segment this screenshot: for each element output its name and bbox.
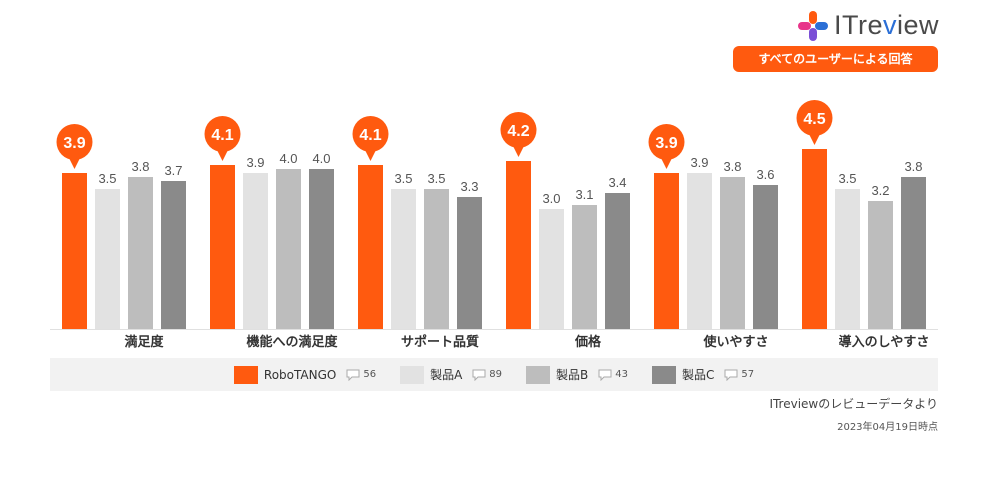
data-date-note: 2023年04月19日時点: [837, 422, 938, 433]
legend-swatch: [651, 365, 676, 384]
bar: [572, 205, 597, 329]
data-label: 3.8: [904, 159, 922, 174]
bar: [128, 177, 153, 329]
legend-label: 製品C: [681, 368, 715, 382]
data-label: 4.0: [279, 151, 297, 166]
review-count-value: 57: [741, 369, 755, 380]
data-label: 3.4: [608, 175, 626, 190]
logo-text-v: v: [883, 10, 898, 40]
data-label: 3.6: [756, 167, 774, 182]
respondent-filter-badge: すべてのユーザーによる回答: [733, 46, 938, 72]
bar: [868, 201, 893, 329]
logo-wordmark: ITreview: [834, 8, 939, 42]
chart-legend: RoboTANGO 56 製品A 89 製品B 43 製品C 57: [50, 358, 938, 391]
bar: [243, 173, 268, 329]
data-label: 3.5: [427, 171, 445, 186]
logo-text-it: IT: [834, 10, 858, 40]
legend-label: 製品A: [430, 368, 463, 382]
bar: [605, 193, 630, 329]
category-label: 満足度: [124, 334, 164, 350]
data-label: 3.5: [98, 171, 116, 186]
bar: [276, 169, 301, 329]
data-label: 3.9: [690, 155, 708, 170]
bar: [506, 161, 531, 329]
data-label: 3.0: [542, 191, 560, 206]
legend-item-product-a: 製品A 89: [400, 365, 502, 384]
itreview-logo: ITreview: [798, 8, 948, 42]
data-label: 3.9: [655, 135, 677, 152]
review-count-value: 89: [489, 369, 503, 380]
data-label: 4.0: [312, 151, 330, 166]
review-count-value: 56: [363, 369, 377, 380]
data-label: 4.2: [507, 123, 529, 140]
speech-bubble-icon: [472, 369, 486, 381]
bar: [62, 173, 87, 329]
data-label: 3.9: [63, 135, 85, 152]
data-label: 3.1: [575, 187, 593, 202]
speech-bubble-icon: [598, 369, 612, 381]
legend-swatch: [400, 365, 425, 384]
data-label: 3.5: [838, 171, 856, 186]
data-source-note: ITreviewのレビューデータより: [769, 397, 938, 411]
category-label: 導入のしやすさ: [839, 334, 930, 350]
bar: [210, 165, 235, 329]
bar: [457, 197, 482, 329]
legend-swatch: [526, 365, 551, 384]
category-label: 価格: [574, 334, 602, 350]
data-label: 4.5: [803, 111, 825, 128]
logo-text-re: re: [858, 10, 884, 40]
review-count-value: 43: [615, 369, 628, 380]
logo-mark-icon: [798, 11, 828, 41]
legend-item-product-b: 製品B 43: [526, 365, 628, 384]
bar: [309, 169, 334, 329]
value-callout: [204, 116, 241, 152]
data-label: 3.2: [871, 183, 889, 198]
review-count: 89: [472, 369, 502, 381]
legend-label: RoboTANGO: [263, 367, 337, 382]
data-label: 3.8: [723, 159, 741, 174]
review-count: 57: [724, 369, 754, 381]
bar: [901, 177, 926, 329]
bar: [753, 185, 778, 329]
bar: [654, 173, 679, 329]
bar: [539, 209, 564, 329]
category-label: サポート品質: [401, 334, 479, 350]
bar: [161, 181, 186, 329]
value-callout: [796, 100, 833, 136]
speech-bubble-icon: [724, 369, 738, 381]
data-label: 3.8: [131, 159, 149, 174]
review-count: 43: [598, 369, 628, 381]
data-label: 3.5: [394, 171, 412, 186]
bar: [720, 177, 745, 329]
bar: [358, 165, 383, 329]
value-callout: [56, 124, 93, 160]
value-callout: [352, 116, 389, 152]
legend-swatch: [233, 365, 258, 384]
category-label: 使いやすさ: [702, 334, 768, 350]
bar: [95, 189, 120, 329]
data-label: 3.9: [246, 155, 264, 170]
data-label: 4.1: [359, 127, 381, 144]
bar: [802, 149, 827, 329]
review-count: 56: [346, 369, 376, 381]
bar: [687, 173, 712, 329]
data-label: 4.1: [211, 127, 233, 144]
legend-item-product-c: 製品C 57: [651, 365, 754, 384]
category-label: 機能への満足度: [246, 334, 338, 350]
legend-item-robotango: RoboTANGO 56: [233, 365, 376, 384]
bar: [391, 189, 416, 329]
bar: [424, 189, 449, 329]
bar-chart: 3.9 3.5 3.8 3.7 満足度 4.1 3.9 4.0 4.0 機能への満足度 4.1 3.5…: [50, 100, 938, 350]
speech-bubble-icon: [346, 369, 360, 381]
bar: [835, 189, 860, 329]
data-label: 3.3: [460, 179, 478, 194]
value-callout: [500, 112, 537, 148]
value-callout: [648, 124, 685, 160]
legend-label: 製品B: [556, 368, 589, 382]
logo-text-iew: iew: [897, 10, 940, 40]
data-label: 3.7: [164, 163, 182, 178]
